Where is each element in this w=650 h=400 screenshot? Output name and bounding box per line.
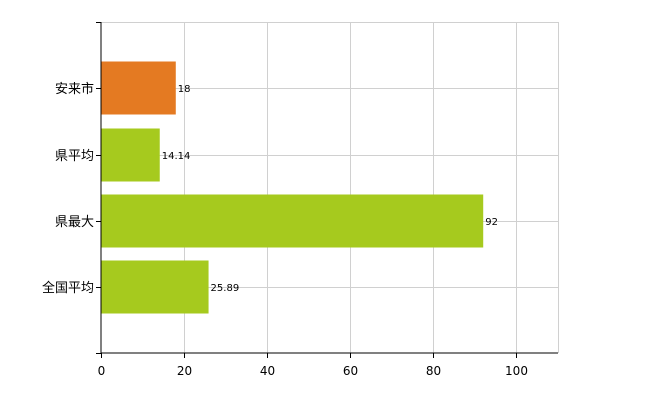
data-labels: 18 14.14 92 25.89 <box>162 84 498 294</box>
category-label-3: 全国平均 <box>42 280 94 296</box>
bar-0 <box>101 61 176 115</box>
axes <box>100 22 558 354</box>
bar-1 <box>101 128 160 182</box>
x-tick-label-80: 80 <box>426 364 441 378</box>
data-label-1: 14.14 <box>162 151 191 162</box>
data-label-3: 25.89 <box>211 283 240 294</box>
x-tick-label-20: 20 <box>177 364 192 378</box>
bars <box>101 61 484 314</box>
data-label-2: 92 <box>485 217 498 228</box>
x-tick-label-60: 60 <box>343 364 358 378</box>
bar-3 <box>101 260 209 314</box>
data-label-0: 18 <box>178 84 191 95</box>
category-label-2: 県最大 <box>55 215 94 230</box>
category-label-0: 安来市 <box>55 81 94 97</box>
x-tick-label-100: 100 <box>505 364 528 378</box>
x-tick-label-0: 0 <box>98 364 106 378</box>
x-ticks: 0 20 40 60 80 100 <box>96 22 528 378</box>
bar-2 <box>101 194 484 248</box>
x-tick-label-40: 40 <box>260 364 275 378</box>
category-label-1: 県平均 <box>55 149 94 164</box>
